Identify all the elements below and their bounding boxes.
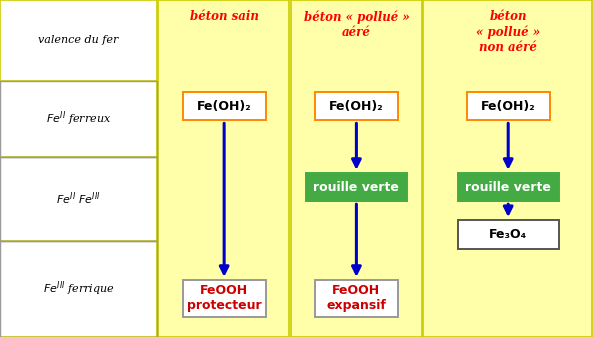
Bar — [458, 220, 559, 249]
Bar — [306, 173, 407, 201]
Bar — [291, 0, 422, 337]
Text: $Fe^{III}$ ferrique: $Fe^{III}$ ferrique — [43, 280, 114, 298]
Bar — [0, 0, 157, 337]
Text: FeOOH
protecteur: FeOOH protecteur — [187, 284, 262, 312]
Text: $Fe^{II}$ ferreux: $Fe^{II}$ ferreux — [46, 110, 111, 128]
Bar — [183, 280, 266, 317]
Bar — [458, 173, 559, 201]
Text: $Fe^{II}$ $Fe^{III}$: $Fe^{II}$ $Fe^{III}$ — [56, 190, 101, 207]
Text: béton sain: béton sain — [190, 10, 259, 23]
Text: FeOOH
expansif: FeOOH expansif — [327, 284, 386, 312]
Text: Fe(OH)₂: Fe(OH)₂ — [197, 100, 251, 113]
Text: Fe(OH)₂: Fe(OH)₂ — [481, 100, 535, 113]
Bar — [423, 0, 592, 337]
Text: Fe(OH)₂: Fe(OH)₂ — [329, 100, 384, 113]
Text: valence du fer: valence du fer — [39, 35, 119, 45]
Text: béton « pollué »
aéré: béton « pollué » aéré — [304, 10, 409, 39]
Bar — [0, 81, 157, 157]
Bar — [0, 157, 157, 241]
Text: rouille verte: rouille verte — [314, 181, 399, 193]
Text: béton
« pollué »
non aéré: béton « pollué » non aéré — [476, 10, 540, 54]
Bar — [158, 0, 289, 337]
Bar — [315, 280, 398, 317]
Bar — [183, 92, 266, 120]
Bar — [467, 92, 550, 120]
Bar — [0, 241, 157, 337]
Bar — [315, 92, 398, 120]
Text: rouille verte: rouille verte — [466, 181, 551, 193]
Text: Fe₃O₄: Fe₃O₄ — [489, 228, 527, 241]
